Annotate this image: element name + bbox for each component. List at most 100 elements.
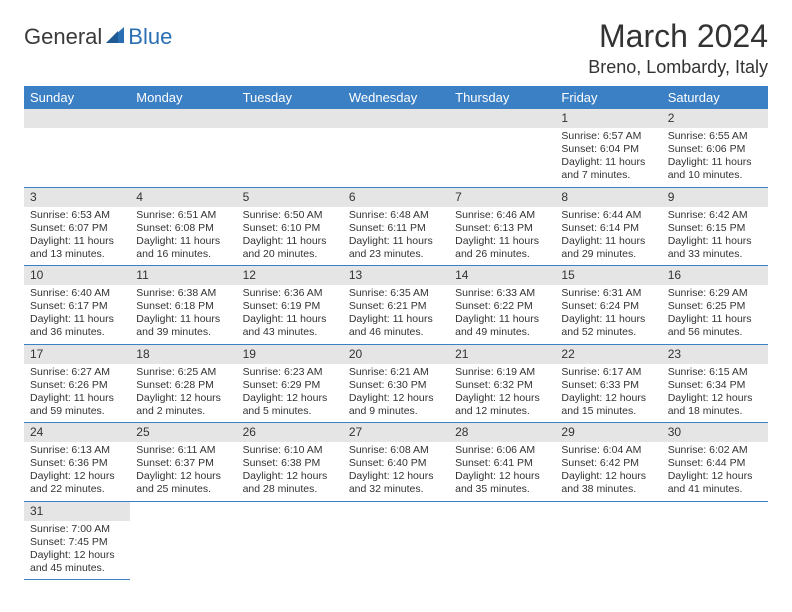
daylight-text: Daylight: 11 hours and 29 minutes. (561, 235, 655, 261)
day-content: Sunrise: 6:35 AMSunset: 6:21 PMDaylight:… (343, 285, 449, 344)
day-content: Sunrise: 7:00 AMSunset: 7:45 PMDaylight:… (24, 521, 130, 580)
day-number: 16 (662, 266, 768, 285)
calendar-header-row: SundayMondayTuesdayWednesdayThursdayFrid… (24, 86, 768, 109)
calendar-day-cell: 2Sunrise: 6:55 AMSunset: 6:06 PMDaylight… (662, 109, 768, 187)
sunset-text: Sunset: 6:38 PM (243, 457, 337, 470)
day-content: Sunrise: 6:40 AMSunset: 6:17 PMDaylight:… (24, 285, 130, 344)
empty-day-number-bar (24, 109, 130, 128)
day-content: Sunrise: 6:25 AMSunset: 6:28 PMDaylight:… (130, 364, 236, 423)
sunset-text: Sunset: 6:37 PM (136, 457, 230, 470)
daylight-text: Daylight: 12 hours and 12 minutes. (455, 392, 549, 418)
day-number: 18 (130, 345, 236, 364)
daylight-text: Daylight: 11 hours and 13 minutes. (30, 235, 124, 261)
day-content: Sunrise: 6:06 AMSunset: 6:41 PMDaylight:… (449, 442, 555, 501)
sunrise-text: Sunrise: 6:36 AM (243, 287, 337, 300)
day-number: 6 (343, 188, 449, 207)
daylight-text: Daylight: 11 hours and 49 minutes. (455, 313, 549, 339)
empty-day-number-bar (449, 109, 555, 128)
sunrise-text: Sunrise: 6:08 AM (349, 444, 443, 457)
day-number: 12 (237, 266, 343, 285)
calendar-day-cell: 13Sunrise: 6:35 AMSunset: 6:21 PMDayligh… (343, 266, 449, 345)
calendar-day-cell: 29Sunrise: 6:04 AMSunset: 6:42 PMDayligh… (555, 423, 661, 502)
day-content: Sunrise: 6:02 AMSunset: 6:44 PMDaylight:… (662, 442, 768, 501)
sunrise-text: Sunrise: 6:19 AM (455, 366, 549, 379)
daylight-text: Daylight: 12 hours and 32 minutes. (349, 470, 443, 496)
day-number: 20 (343, 345, 449, 364)
calendar-day-cell: 23Sunrise: 6:15 AMSunset: 6:34 PMDayligh… (662, 344, 768, 423)
day-content: Sunrise: 6:38 AMSunset: 6:18 PMDaylight:… (130, 285, 236, 344)
sunrise-text: Sunrise: 6:38 AM (136, 287, 230, 300)
calendar-day-cell: 21Sunrise: 6:19 AMSunset: 6:32 PMDayligh… (449, 344, 555, 423)
calendar-day-cell (343, 109, 449, 187)
day-number: 9 (662, 188, 768, 207)
sunrise-text: Sunrise: 6:13 AM (30, 444, 124, 457)
sunset-text: Sunset: 6:36 PM (30, 457, 124, 470)
sunrise-text: Sunrise: 6:27 AM (30, 366, 124, 379)
calendar-table: SundayMondayTuesdayWednesdayThursdayFrid… (24, 86, 768, 580)
daylight-text: Daylight: 12 hours and 2 minutes. (136, 392, 230, 418)
sunrise-text: Sunrise: 6:29 AM (668, 287, 762, 300)
day-content: Sunrise: 6:46 AMSunset: 6:13 PMDaylight:… (449, 207, 555, 266)
sunset-text: Sunset: 6:26 PM (30, 379, 124, 392)
sunset-text: Sunset: 6:33 PM (561, 379, 655, 392)
calendar-day-cell: 12Sunrise: 6:36 AMSunset: 6:19 PMDayligh… (237, 266, 343, 345)
sunrise-text: Sunrise: 6:04 AM (561, 444, 655, 457)
sunset-text: Sunset: 6:22 PM (455, 300, 549, 313)
calendar-week-row: 3Sunrise: 6:53 AMSunset: 6:07 PMDaylight… (24, 187, 768, 266)
sunset-text: Sunset: 6:28 PM (136, 379, 230, 392)
calendar-day-cell: 8Sunrise: 6:44 AMSunset: 6:14 PMDaylight… (555, 187, 661, 266)
daylight-text: Daylight: 12 hours and 9 minutes. (349, 392, 443, 418)
day-number: 3 (24, 188, 130, 207)
daylight-text: Daylight: 12 hours and 41 minutes. (668, 470, 762, 496)
day-content: Sunrise: 6:08 AMSunset: 6:40 PMDaylight:… (343, 442, 449, 501)
day-content: Sunrise: 6:15 AMSunset: 6:34 PMDaylight:… (662, 364, 768, 423)
sunrise-text: Sunrise: 6:10 AM (243, 444, 337, 457)
sunrise-text: Sunrise: 6:55 AM (668, 130, 762, 143)
sunset-text: Sunset: 6:13 PM (455, 222, 549, 235)
day-content: Sunrise: 6:11 AMSunset: 6:37 PMDaylight:… (130, 442, 236, 501)
daylight-text: Daylight: 12 hours and 5 minutes. (243, 392, 337, 418)
calendar-day-cell: 3Sunrise: 6:53 AMSunset: 6:07 PMDaylight… (24, 187, 130, 266)
sunset-text: Sunset: 6:25 PM (668, 300, 762, 313)
day-number: 10 (24, 266, 130, 285)
sunrise-text: Sunrise: 6:17 AM (561, 366, 655, 379)
sunset-text: Sunset: 6:44 PM (668, 457, 762, 470)
daylight-text: Daylight: 11 hours and 43 minutes. (243, 313, 337, 339)
calendar-day-cell: 15Sunrise: 6:31 AMSunset: 6:24 PMDayligh… (555, 266, 661, 345)
sunset-text: Sunset: 6:30 PM (349, 379, 443, 392)
daylight-text: Daylight: 11 hours and 59 minutes. (30, 392, 124, 418)
daylight-text: Daylight: 12 hours and 22 minutes. (30, 470, 124, 496)
calendar-day-cell: 7Sunrise: 6:46 AMSunset: 6:13 PMDaylight… (449, 187, 555, 266)
day-content: Sunrise: 6:19 AMSunset: 6:32 PMDaylight:… (449, 364, 555, 423)
calendar-day-cell: 26Sunrise: 6:10 AMSunset: 6:38 PMDayligh… (237, 423, 343, 502)
calendar-day-cell (662, 501, 768, 580)
calendar-day-cell: 4Sunrise: 6:51 AMSunset: 6:08 PMDaylight… (130, 187, 236, 266)
calendar-day-cell (343, 501, 449, 580)
month-title: March 2024 (588, 18, 768, 55)
sunrise-text: Sunrise: 6:53 AM (30, 209, 124, 222)
sunset-text: Sunset: 6:41 PM (455, 457, 549, 470)
day-content: Sunrise: 6:04 AMSunset: 6:42 PMDaylight:… (555, 442, 661, 501)
calendar-day-cell: 20Sunrise: 6:21 AMSunset: 6:30 PMDayligh… (343, 344, 449, 423)
day-content: Sunrise: 6:23 AMSunset: 6:29 PMDaylight:… (237, 364, 343, 423)
calendar-day-cell: 27Sunrise: 6:08 AMSunset: 6:40 PMDayligh… (343, 423, 449, 502)
calendar-week-row: 24Sunrise: 6:13 AMSunset: 6:36 PMDayligh… (24, 423, 768, 502)
sunset-text: Sunset: 6:14 PM (561, 222, 655, 235)
calendar-day-cell: 30Sunrise: 6:02 AMSunset: 6:44 PMDayligh… (662, 423, 768, 502)
day-number: 22 (555, 345, 661, 364)
logo-text-general: General (24, 24, 102, 50)
calendar-day-cell: 24Sunrise: 6:13 AMSunset: 6:36 PMDayligh… (24, 423, 130, 502)
empty-day-number-bar (130, 109, 236, 128)
logo-sail-icon (104, 25, 126, 50)
day-content: Sunrise: 6:53 AMSunset: 6:07 PMDaylight:… (24, 207, 130, 266)
sunrise-text: Sunrise: 6:40 AM (30, 287, 124, 300)
day-number: 11 (130, 266, 236, 285)
sunrise-text: Sunrise: 6:35 AM (349, 287, 443, 300)
day-number: 26 (237, 423, 343, 442)
day-number: 14 (449, 266, 555, 285)
calendar-day-cell (24, 109, 130, 187)
page-header: General Blue March 2024 Breno, Lombardy,… (24, 18, 768, 78)
daylight-text: Daylight: 11 hours and 10 minutes. (668, 156, 762, 182)
calendar-day-cell: 16Sunrise: 6:29 AMSunset: 6:25 PMDayligh… (662, 266, 768, 345)
sunset-text: Sunset: 6:15 PM (668, 222, 762, 235)
